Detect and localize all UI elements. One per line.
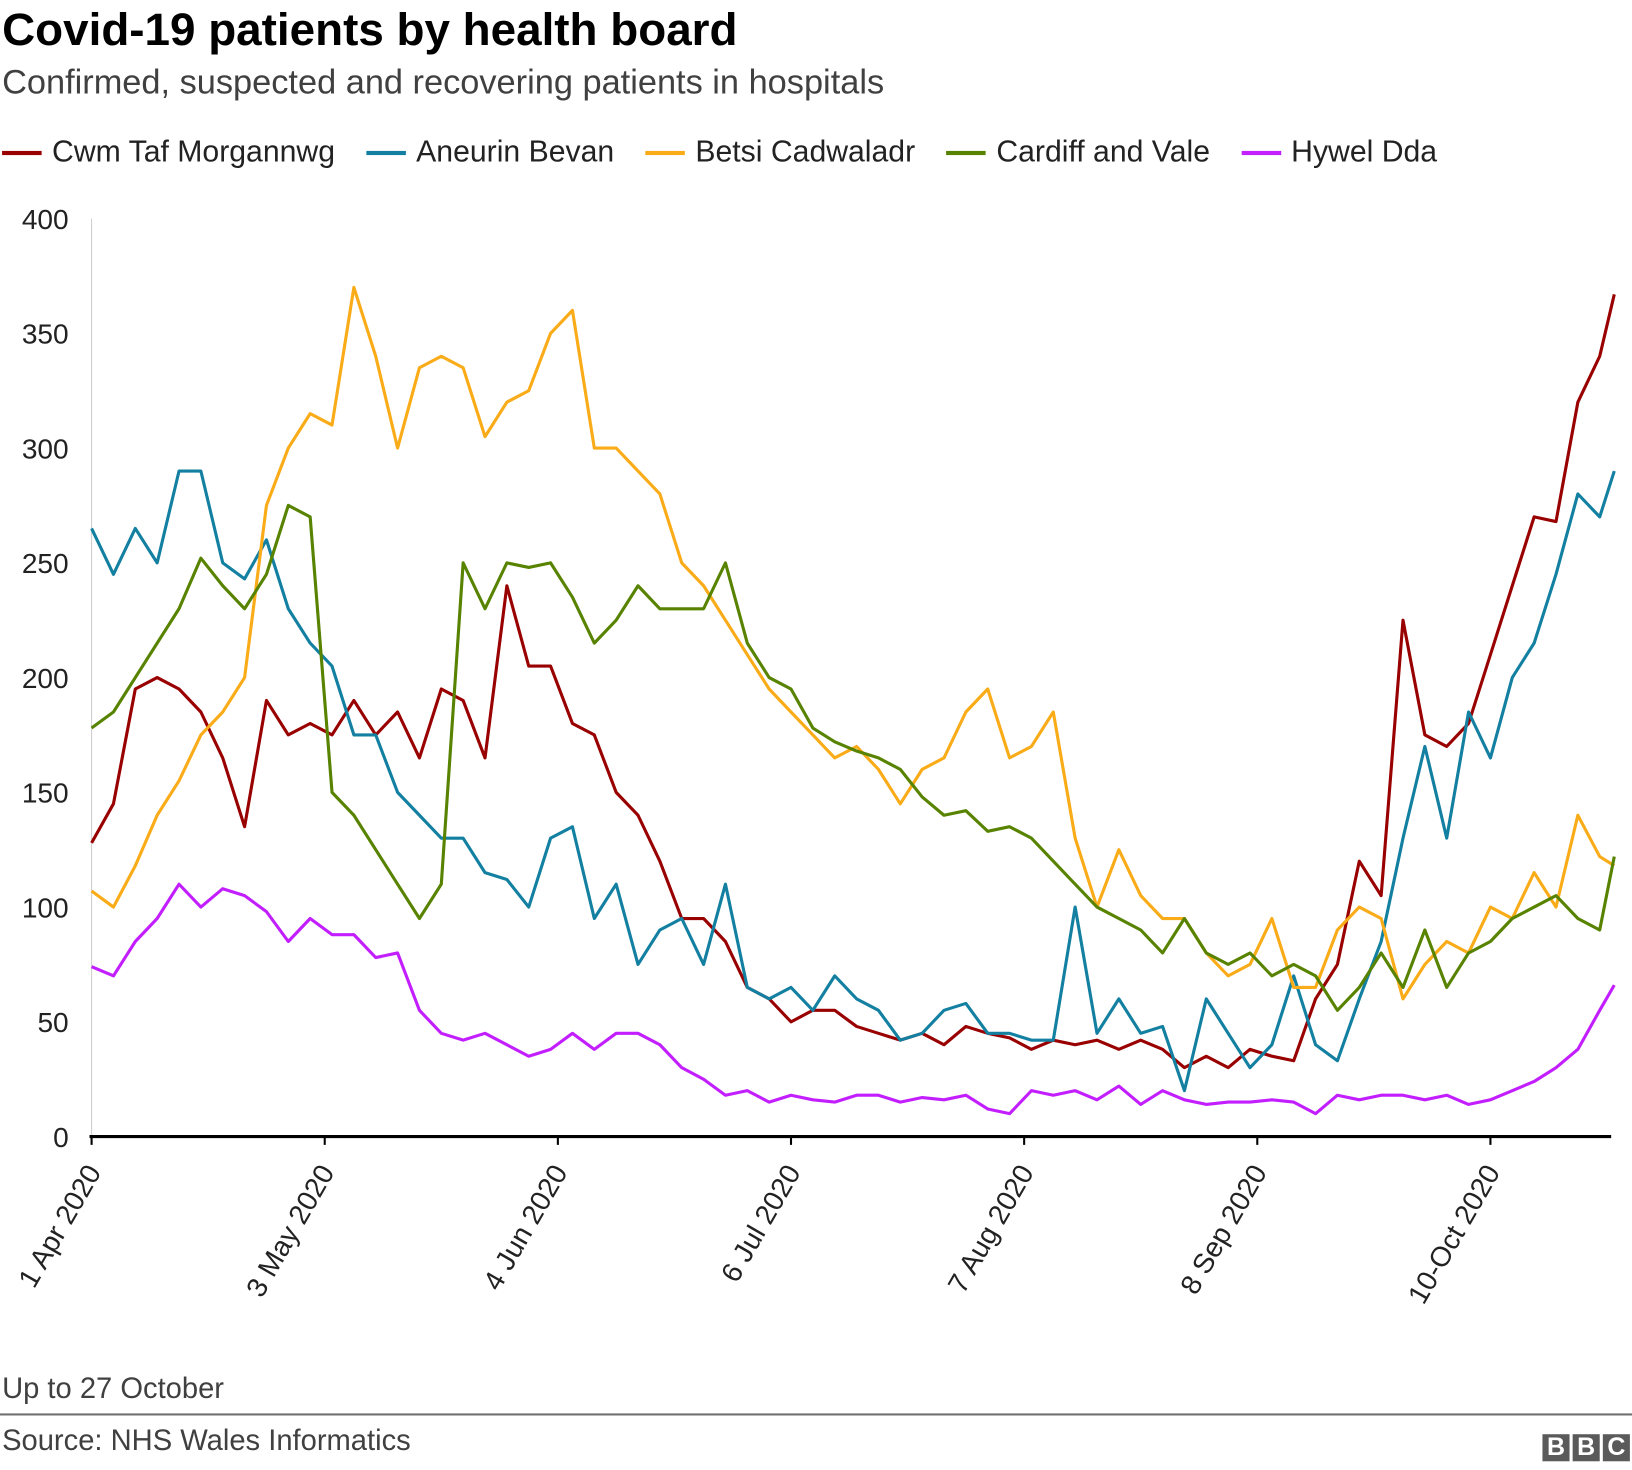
legend-item: Hywel Dda [1241,135,1437,169]
series-line-hywel-dda [90,882,1616,1116]
x-tick-label: 8 Sep 2020 [1174,1159,1273,1299]
source-text: Source: NHS Wales Informatics [2,1423,411,1457]
legend-label: Cardiff and Vale [996,135,1210,169]
legend-label: Hywel Dda [1291,135,1438,169]
y-tick-label: 150 [22,778,69,809]
legend-swatch [2,150,42,155]
x-tick-label: 1 Apr 2020 [12,1159,107,1292]
y-tick-label: 350 [22,319,69,350]
series-line-betsi-cadwaladr [90,285,1616,1001]
legend: Cwm Taf Morgannwg Aneurin Bevan Betsi Cadw… [2,135,1468,169]
x-tick-label: 7 Aug 2020 [942,1159,1040,1298]
legend-swatch [366,150,406,155]
legend-swatch [1241,150,1281,155]
legend-label: Betsi Cadwaladr [695,135,916,169]
x-tick-label: 6 Jul 2020 [715,1159,807,1287]
line-chart: 0 50 100 150 200 250 300 350 400 1 Apr 2020 3 May … [12,204,1616,1309]
x-tick-label: 10-Oct 2020 [1402,1159,1506,1308]
series-line-cwm-taf-morgannwg [90,293,1616,1070]
series-line-aneurin-bevan [90,469,1616,1093]
footer-divider [0,1413,1632,1416]
series-line-cardiff-and-vale [90,503,1616,1012]
y-tick-label: 250 [22,548,69,579]
legend-item: Betsi Cadwaladr [645,135,915,169]
legend-label: Aneurin Bevan [416,135,615,169]
x-tick-label: 3 May 2020 [240,1159,340,1302]
footnote: Up to 27 October [2,1371,225,1405]
y-tick-label: 0 [53,1122,69,1153]
y-tick-label: 200 [22,663,69,694]
legend-item: Aneurin Bevan [366,135,614,169]
legend-swatch [946,150,986,155]
y-tick-label: 300 [22,433,69,464]
y-tick-label: 50 [37,1007,68,1038]
y-tick-label: 400 [22,204,69,235]
y-tick-label: 100 [22,892,69,923]
chart-title: Covid-19 patients by health board [2,4,738,56]
chart-subtitle: Confirmed, suspected and recovering pati… [2,62,885,101]
legend-item: Cwm Taf Morgannwg [2,135,335,169]
legend-item: Cardiff and Vale [946,135,1210,169]
legend-label: Cwm Taf Morgannwg [52,135,335,169]
legend-swatch [645,150,685,155]
x-tick-label: 4 Jun 2020 [477,1159,573,1295]
